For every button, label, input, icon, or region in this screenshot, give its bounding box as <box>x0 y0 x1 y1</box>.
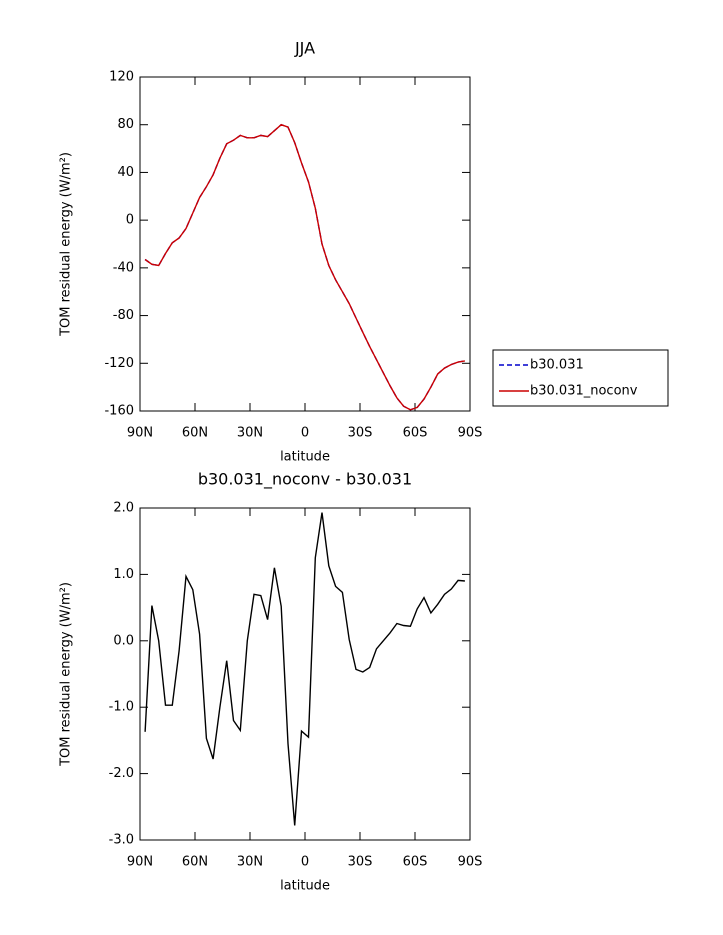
y-tick-label: -2.0 <box>109 766 134 781</box>
y-tick-label: 0 <box>126 213 134 228</box>
y-tick-label: -1.0 <box>109 700 134 715</box>
x-tick-label: 60N <box>182 426 208 441</box>
x-tick-label: 60S <box>403 855 428 870</box>
data-line <box>144 123 466 411</box>
y-tick-label: -160 <box>104 404 134 419</box>
legend-label: b30.031 <box>530 358 584 373</box>
x-tick-label: 60S <box>403 426 428 441</box>
x-tick-label: 90N <box>127 426 153 441</box>
plot-frame <box>139 76 471 412</box>
data-line <box>144 512 465 826</box>
chart-title: b30.031_noconv - b30.031 <box>198 470 412 490</box>
y-tick-label: 40 <box>117 165 134 180</box>
x-tick-label: 30N <box>237 855 263 870</box>
x-tick-label: 30N <box>237 426 263 441</box>
y-tick-label: -120 <box>104 356 134 371</box>
y-axis-label: TOM residual energy (W/m²) <box>59 152 74 337</box>
y-axis-label: TOM residual energy (W/m²) <box>59 582 74 767</box>
y-tick-label: 2.0 <box>113 501 134 516</box>
legend-box <box>492 349 669 407</box>
y-tick-label: 80 <box>117 117 134 132</box>
y-tick-label: 120 <box>109 70 134 85</box>
data-line <box>144 123 466 411</box>
x-axis-label: latitude <box>280 879 330 894</box>
x-tick-label: 0 <box>301 855 309 870</box>
x-tick-label: 0 <box>301 426 309 441</box>
x-tick-label: 30S <box>348 855 373 870</box>
chart-title: JJA <box>294 39 315 58</box>
y-tick-label: -3.0 <box>109 833 134 848</box>
y-tick-label: 1.0 <box>113 567 134 582</box>
x-tick-label: 90S <box>458 426 483 441</box>
x-tick-label: 30S <box>348 426 373 441</box>
y-tick-label: 0.0 <box>113 633 134 648</box>
x-tick-label: 60N <box>182 855 208 870</box>
plot-frame <box>139 507 471 841</box>
x-tick-label: 90S <box>458 855 483 870</box>
x-axis-label: latitude <box>280 450 330 465</box>
x-tick-label: 90N <box>127 855 153 870</box>
y-tick-label: -80 <box>113 308 134 323</box>
legend-label: b30.031_noconv <box>530 384 638 399</box>
y-tick-label: -40 <box>113 260 134 275</box>
